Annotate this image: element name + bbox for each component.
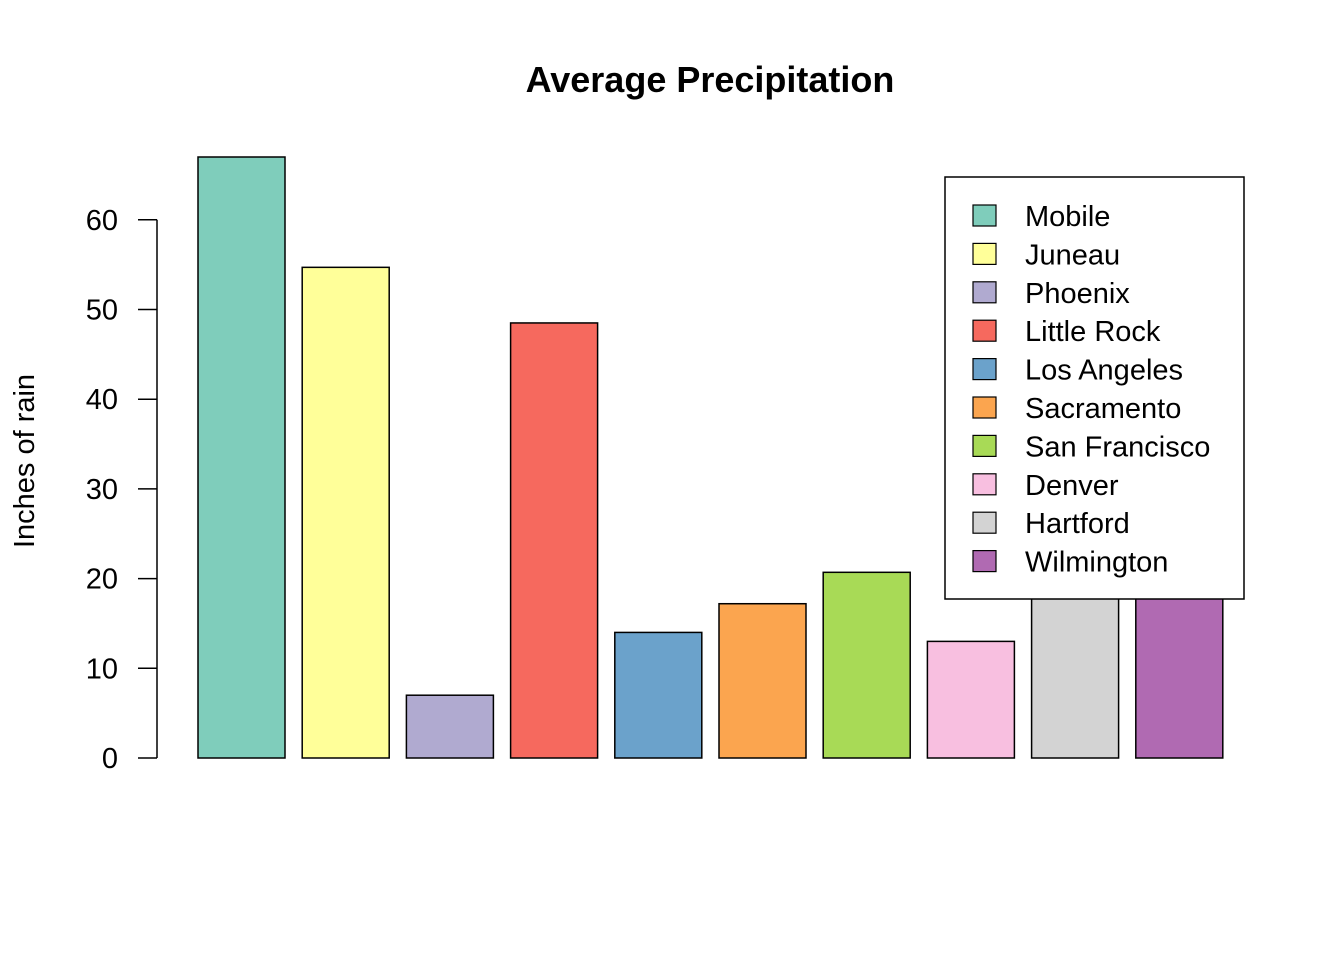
- legend: Mobile Juneau Phoenix Little Rock Los Angele…: [944, 176, 1245, 600]
- legend-label: Phoenix: [1025, 278, 1130, 310]
- legend-label: Little Rock: [1025, 316, 1161, 348]
- legend-swatch: [972, 511, 997, 534]
- y-axis: 0 10 20 30 40 50 60: [86, 205, 158, 775]
- bar-little-rock: [509, 322, 599, 759]
- y-axis-label: Inches of rain: [9, 374, 41, 548]
- y-tick-label: 20: [86, 564, 118, 596]
- bar-juneau: [301, 266, 390, 759]
- legend-label: Wilmington: [1025, 547, 1168, 579]
- bar-los-angeles: [614, 631, 703, 759]
- y-tick-label: 60: [86, 205, 118, 237]
- bar-mobile: [197, 156, 286, 759]
- legend-swatch: [972, 396, 997, 419]
- y-tick-label: 50: [86, 294, 118, 326]
- legend-label: Juneau: [1025, 239, 1120, 271]
- legend-swatch: [972, 549, 997, 573]
- legend-swatch: [972, 434, 997, 457]
- legend-swatch: [972, 204, 997, 227]
- bar-denver: [926, 640, 1016, 759]
- legend-label: Hartford: [1025, 508, 1130, 540]
- y-tick-label: 40: [86, 384, 118, 416]
- y-tick-label: 10: [86, 653, 118, 685]
- legend-label: Denver: [1025, 470, 1119, 502]
- legend-swatch: [972, 319, 997, 342]
- y-tick-label: 0: [102, 743, 118, 775]
- bar-sacramento: [718, 602, 807, 759]
- bar-san-francisco: [822, 571, 911, 759]
- bar-phoenix: [405, 694, 495, 759]
- legend-label: Los Angeles: [1025, 355, 1183, 387]
- legend-swatch: [972, 358, 997, 381]
- legend-swatch: [972, 473, 997, 496]
- chart-title: Average Precipitation: [526, 59, 895, 100]
- legend-swatch: [972, 281, 997, 304]
- legend-label: Sacramento: [1025, 393, 1181, 425]
- y-tick-label: 30: [86, 474, 118, 506]
- legend-label: San Francisco: [1025, 431, 1210, 463]
- legend-label: Mobile: [1025, 201, 1110, 233]
- legend-swatch: [972, 242, 997, 265]
